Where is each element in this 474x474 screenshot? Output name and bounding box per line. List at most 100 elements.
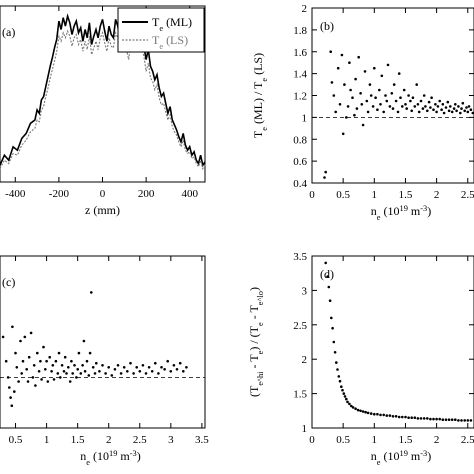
data-point: [438, 417, 442, 421]
data-point: [394, 99, 398, 103]
data-point: [447, 418, 451, 422]
x-tick-label: 1: [372, 189, 378, 201]
data-point: [440, 108, 443, 111]
data-point: [426, 109, 429, 113]
data-point: [419, 417, 423, 420]
x-tick-label: 0.5: [9, 434, 23, 446]
data-point: [446, 100, 450, 104]
data-point: [359, 409, 362, 413]
data-point: [429, 106, 432, 109]
data-point: [460, 107, 463, 110]
data-point: [421, 107, 425, 110]
panel-a: -400 -200 0 200 400 (a) z (mm) Te​ (ML)Te​ (LS): [0, 5, 206, 217]
data-point: [350, 404, 353, 408]
data-point: [141, 364, 145, 367]
data-point: [332, 94, 336, 97]
data-point: [340, 53, 344, 57]
x-tick-label: 1.5: [71, 434, 85, 446]
data-point: [93, 372, 97, 375]
data-point: [154, 361, 157, 365]
data-point: [390, 92, 394, 95]
data-point: [385, 99, 389, 103]
data-point: [56, 372, 60, 375]
data-point: [457, 419, 460, 422]
y-tick-label: 0.8: [293, 134, 307, 146]
data-point: [52, 378, 56, 381]
data-point: [138, 370, 142, 373]
y-tick-label: 0.4: [293, 178, 307, 190]
data-point: [348, 61, 351, 64]
legend: Te​ (ML)Te​ (LS): [117, 7, 205, 53]
data-point: [23, 335, 27, 339]
data-point: [57, 351, 61, 355]
data-point: [101, 364, 104, 367]
x-tick-label: -200: [49, 188, 70, 200]
data-point: [26, 380, 30, 383]
data-point: [349, 88, 352, 92]
data-point: [44, 368, 47, 371]
data-point: [450, 418, 454, 422]
data-point: [8, 386, 11, 389]
data-point: [9, 396, 12, 399]
data-point: [150, 370, 154, 373]
data-point: [336, 368, 339, 371]
data-point: [172, 364, 176, 367]
data-point: [331, 326, 334, 330]
data-point: [444, 418, 448, 422]
data-point: [40, 378, 43, 381]
data-point: [132, 372, 135, 375]
data-point: [119, 372, 123, 375]
y-tick-label: 0.6: [293, 156, 307, 168]
data-point: [454, 418, 457, 422]
data-point: [461, 101, 465, 105]
data-point: [81, 364, 84, 367]
legend-label: Te​ (ML): [152, 15, 192, 33]
panel-b: 0 0.5 1 1.5 2 2.5 0.4 0.6 0.8 1 1.2 1.4 1.6 1.8 2 (b) ne…: [251, 3, 474, 222]
data-point: [71, 372, 74, 375]
y-tick-label: 2.5: [293, 320, 307, 332]
data-point: [147, 366, 151, 369]
panel-label: (c): [2, 275, 15, 289]
data-point: [29, 331, 33, 335]
data-point: [6, 376, 10, 379]
data-point: [340, 385, 343, 389]
data-point: [160, 366, 163, 369]
y-tick-label: 1.8: [293, 25, 307, 37]
data-point: [385, 414, 389, 417]
y-axis-label: Te​ (ML) / Te​ (LS): [251, 53, 269, 138]
data-point: [452, 107, 456, 110]
data-point: [45, 359, 48, 363]
data-point: [368, 83, 372, 86]
x-tick-label: 400: [181, 188, 198, 200]
data-point: [39, 359, 42, 363]
x-tick-label: -400: [5, 188, 26, 200]
data-point: [68, 380, 72, 383]
data-point: [415, 83, 419, 86]
data-point: [353, 113, 356, 117]
data-point: [441, 103, 445, 106]
y-tick-label: 1.5: [293, 389, 307, 401]
y-tick-label: 1.4: [293, 69, 307, 81]
data-point: [67, 366, 70, 369]
data-point: [332, 340, 336, 344]
data-point: [444, 106, 448, 109]
x-tick-label: 0.5: [336, 434, 350, 446]
data-point: [455, 109, 458, 113]
data-point: [338, 379, 342, 383]
x-tick-label: 1.5: [399, 189, 413, 201]
data-point: [346, 105, 350, 108]
data-point: [447, 109, 451, 113]
y-tick-label: 2: [302, 354, 308, 366]
data-point: [341, 388, 344, 392]
data-point: [360, 103, 364, 106]
data-point: [63, 355, 67, 359]
data-point: [430, 96, 433, 99]
data-point: [357, 55, 361, 59]
data-point: [169, 370, 173, 373]
data-point: [371, 105, 375, 108]
data-point: [391, 415, 395, 418]
data-point: [399, 96, 402, 99]
x-tick-label: 3.5: [195, 434, 209, 446]
data-point: [429, 417, 432, 421]
